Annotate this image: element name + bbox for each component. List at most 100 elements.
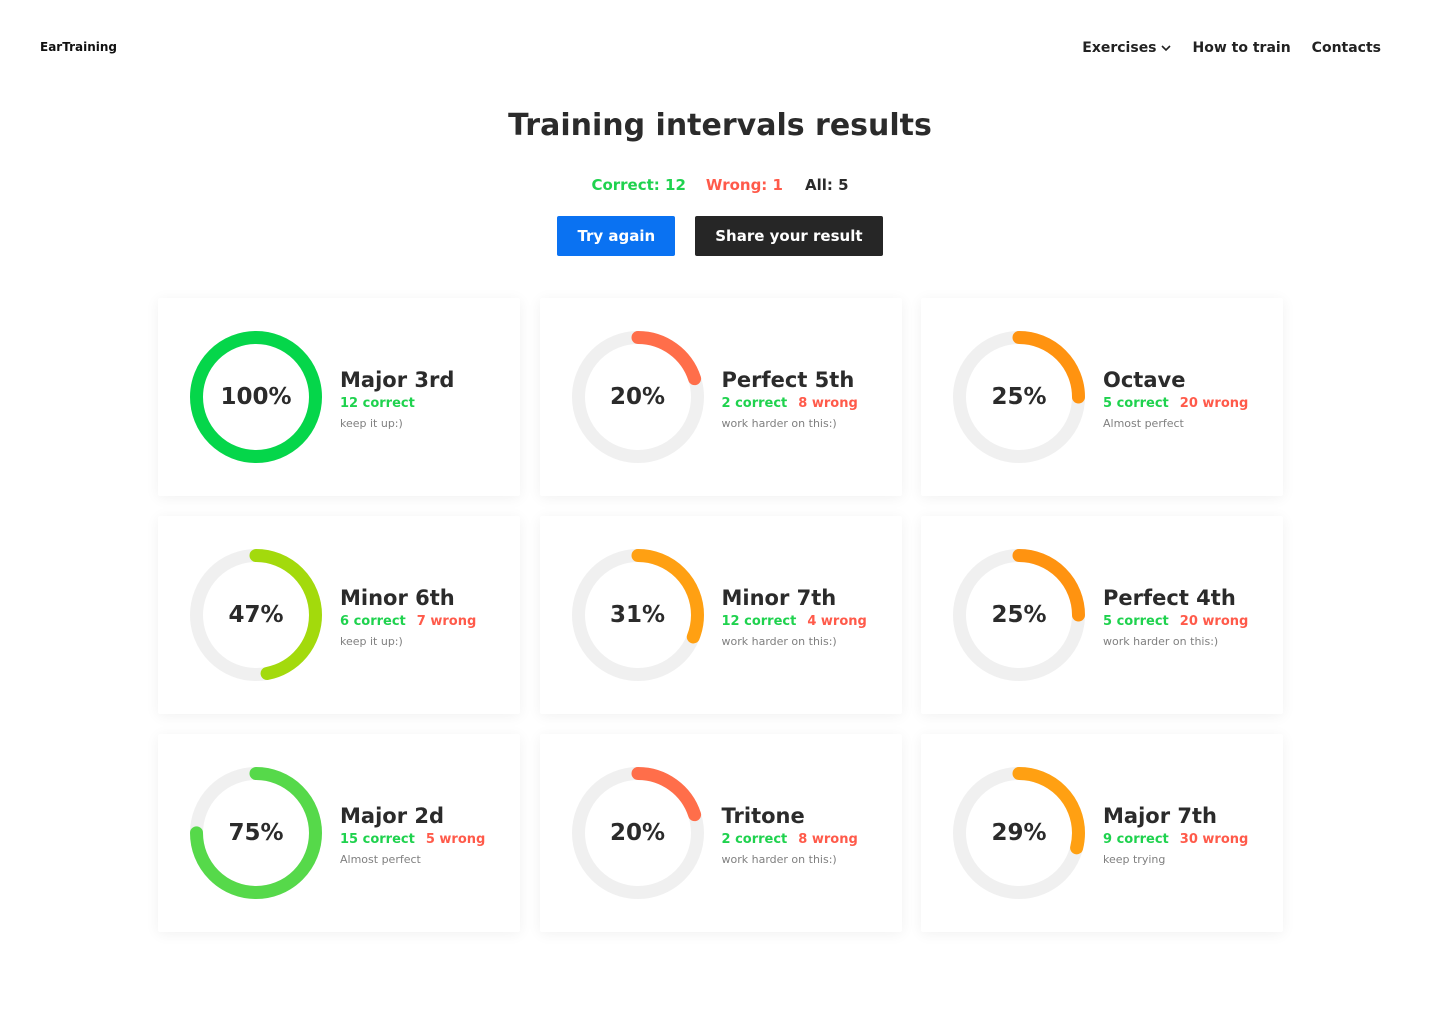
correct-count: 5 correct bbox=[1103, 396, 1169, 411]
result-counts: 12 correct bbox=[340, 396, 454, 411]
progress-ring-fill bbox=[571, 331, 704, 463]
summary-wrong: Wrong: 1 bbox=[705, 176, 783, 194]
correct-count: 12 correct bbox=[721, 614, 797, 629]
nav-exercises[interactable]: Exercises bbox=[1082, 40, 1171, 56]
progress-ring-fill bbox=[190, 549, 322, 681]
feedback-note: work harder on this:) bbox=[721, 417, 837, 430]
progress-ring-fill bbox=[571, 549, 704, 681]
progress-ring: 20% bbox=[571, 331, 704, 463]
result-info: Perfect 5th 2 correct 8 wrong work harder o… bbox=[722, 368, 858, 430]
summary-correct: Correct: 12 bbox=[591, 176, 686, 194]
nav-contacts[interactable]: Contacts bbox=[1311, 40, 1381, 56]
result-info: Tritone 2 correct 8 wrong work harder on th… bbox=[722, 804, 858, 866]
progress-ring-fill bbox=[953, 767, 1085, 899]
wrong-count: 5 wrong bbox=[425, 832, 486, 847]
nav-exercises-label: Exercises bbox=[1082, 40, 1157, 56]
feedback-note: work harder on this:) bbox=[1103, 635, 1219, 648]
feedback-note: work harder on this:) bbox=[721, 635, 837, 648]
result-card: 20% Perfect 5th 2 correct 8 wrong work harde… bbox=[539, 298, 902, 496]
progress-ring-fill bbox=[953, 331, 1085, 463]
percent-value: 75% bbox=[228, 820, 284, 846]
try-again-button[interactable]: Try again bbox=[557, 216, 676, 256]
correct-count: 9 correct bbox=[1103, 832, 1169, 847]
result-info: Major 3rd 12 correct keep it up:) bbox=[340, 368, 454, 430]
result-counts: 6 correct 7 wrong bbox=[340, 614, 476, 629]
result-counts: 2 correct 8 wrong bbox=[722, 832, 858, 847]
wrong-count: 4 wrong bbox=[807, 614, 867, 629]
progress-ring: 47% bbox=[190, 549, 322, 681]
page-title: Training intervals results bbox=[508, 108, 932, 143]
share-result-button[interactable]: Share your result bbox=[695, 216, 883, 256]
results-summary: Correct: 12 Wrong: 1 All: 5 bbox=[0, 176, 1440, 194]
chevron-down-icon bbox=[1160, 42, 1172, 54]
interval-name: Major 3rd bbox=[340, 368, 455, 392]
percent-value: 25% bbox=[991, 384, 1047, 410]
wrong-count: 8 wrong bbox=[798, 396, 858, 411]
correct-count: 5 correct bbox=[1103, 614, 1169, 629]
interval-name: Perfect 5th bbox=[721, 368, 855, 392]
percent-value: 25% bbox=[991, 602, 1047, 628]
wrong-count: 8 wrong bbox=[798, 832, 858, 847]
correct-count: 6 correct bbox=[340, 614, 406, 629]
results-grid: 100% Major 3rd 12 correct keep it up:) 20% P… bbox=[158, 298, 1283, 932]
progress-ring: 75% bbox=[190, 767, 322, 899]
interval-name: Perfect 4th bbox=[1103, 586, 1236, 610]
feedback-note: Almost perfect bbox=[1103, 417, 1184, 430]
result-card: 25% Octave 5 correct 20 wrong Almost perfect bbox=[921, 298, 1283, 496]
progress-ring-fill bbox=[190, 331, 322, 463]
progress-ring: 29% bbox=[953, 767, 1085, 899]
interval-name: Tritone bbox=[721, 804, 805, 828]
wrong-count: 20 wrong bbox=[1179, 396, 1249, 411]
result-info: Major 2d 15 correct 5 wrong Almost perfect bbox=[340, 804, 485, 866]
result-card: 75% Major 2d 15 correct 5 wrong Almost perfe… bbox=[158, 734, 520, 932]
main-nav: Exercises How to train Contacts bbox=[1082, 40, 1381, 56]
progress-ring: 20% bbox=[571, 767, 704, 899]
correct-count: 15 correct bbox=[340, 832, 415, 847]
percent-value: 47% bbox=[228, 602, 284, 628]
result-counts: 5 correct 20 wrong bbox=[1103, 614, 1248, 629]
wrong-count: 20 wrong bbox=[1179, 614, 1249, 629]
percent-value: 20% bbox=[609, 384, 666, 410]
percent-value: 20% bbox=[609, 820, 666, 846]
result-card: 31% Minor 7th 12 correct 4 wrong work harder… bbox=[539, 516, 902, 714]
result-info: Perfect 4th 5 correct 20 wrong work harder … bbox=[1103, 586, 1248, 648]
progress-ring: 31% bbox=[571, 549, 704, 681]
wrong-count: 7 wrong bbox=[416, 614, 477, 629]
nav-how-to-train[interactable]: How to train bbox=[1192, 40, 1291, 56]
progress-ring: 25% bbox=[953, 331, 1085, 463]
feedback-note: work harder on this:) bbox=[721, 853, 837, 866]
result-info: Octave 5 correct 20 wrong Almost perfect bbox=[1103, 368, 1248, 430]
interval-name: Octave bbox=[1103, 368, 1186, 392]
correct-count: 2 correct bbox=[721, 396, 788, 411]
result-counts: 12 correct 4 wrong bbox=[722, 614, 867, 629]
result-counts: 2 correct 8 wrong bbox=[722, 396, 858, 411]
progress-ring-fill bbox=[190, 767, 322, 899]
percent-value: 31% bbox=[609, 602, 666, 628]
result-counts: 15 correct 5 wrong bbox=[340, 832, 485, 847]
action-buttons: Try again Share your result bbox=[0, 216, 1440, 256]
feedback-note: keep trying bbox=[1103, 853, 1166, 866]
progress-ring-fill bbox=[953, 549, 1085, 681]
percent-value: 100% bbox=[220, 384, 292, 410]
percent-value: 29% bbox=[991, 820, 1047, 846]
result-card: 29% Major 7th 9 correct 30 wrong keep trying bbox=[921, 734, 1283, 932]
result-counts: 5 correct 20 wrong bbox=[1103, 396, 1248, 411]
result-info: Minor 6th 6 correct 7 wrong keep it up:) bbox=[340, 586, 476, 648]
result-card: 100% Major 3rd 12 correct keep it up:) bbox=[158, 298, 520, 496]
result-card: 47% Minor 6th 6 correct 7 wrong keep it up:) bbox=[158, 516, 520, 714]
feedback-note: Almost perfect bbox=[340, 853, 421, 866]
interval-name: Minor 7th bbox=[721, 586, 837, 610]
interval-name: Minor 6th bbox=[340, 586, 455, 610]
progress-ring-fill bbox=[571, 767, 704, 899]
correct-count: 12 correct bbox=[340, 396, 415, 411]
result-info: Minor 7th 12 correct 4 wrong work harder on… bbox=[722, 586, 867, 648]
result-info: Major 7th 9 correct 30 wrong keep trying bbox=[1103, 804, 1248, 866]
interval-name: Major 2d bbox=[340, 804, 445, 828]
feedback-note: keep it up:) bbox=[340, 635, 403, 648]
result-counts: 9 correct 30 wrong bbox=[1103, 832, 1248, 847]
logo[interactable]: EarTraining bbox=[40, 40, 117, 54]
summary-all: All: 5 bbox=[804, 176, 849, 194]
correct-count: 2 correct bbox=[721, 832, 788, 847]
result-card: 25% Perfect 4th 5 correct 20 wrong work hard… bbox=[921, 516, 1283, 714]
feedback-note: keep it up:) bbox=[340, 417, 403, 430]
